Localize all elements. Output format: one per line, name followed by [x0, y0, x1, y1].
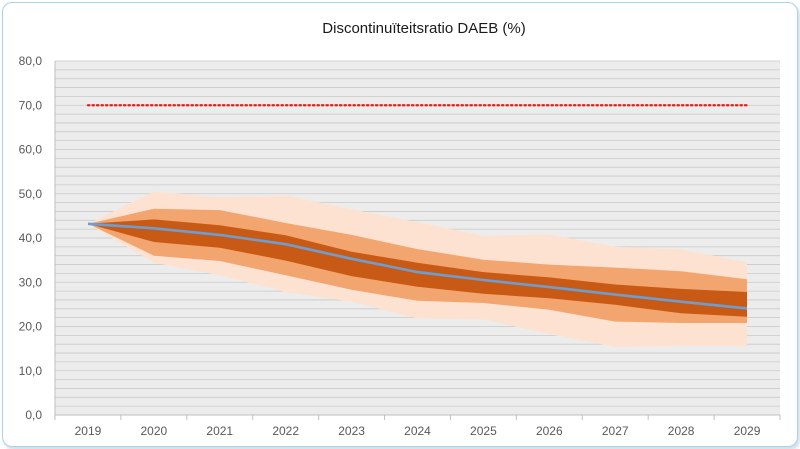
x-axis-ticks: 2019 2020 2021 2022 2023 2024 2025 2026 2027 2028… — [75, 424, 761, 438]
x-tick-label: 2029 — [734, 424, 761, 438]
x-tick-label: 2020 — [141, 424, 168, 438]
x-tick-label: 2023 — [338, 424, 365, 438]
y-axis-ticks: 0,0 10,0 20,0 30,0 40,0 50,0 60,0 70,0 80,0 — [19, 54, 43, 422]
y-tick-label: 30,0 — [19, 275, 43, 289]
y-tick-label: 10,0 — [19, 364, 43, 378]
y-tick-label: 0,0 — [25, 408, 42, 422]
axes — [54, 61, 781, 420]
y-tick-label: 20,0 — [19, 320, 43, 334]
x-tick-label: 2028 — [668, 424, 695, 438]
y-tick-label: 40,0 — [19, 231, 43, 245]
x-tick-label: 2026 — [536, 424, 563, 438]
x-tick-label: 2024 — [404, 424, 431, 438]
x-tick-label: 2019 — [75, 424, 102, 438]
x-tick-label: 2025 — [470, 424, 497, 438]
fan-band-3 — [88, 219, 747, 317]
series-line-1 — [87, 222, 748, 310]
chart-title: Discontinuïteitsratio DAEB (%) — [322, 20, 525, 37]
y-tick-label: 70,0 — [19, 98, 43, 112]
x-tick-label: 2021 — [206, 424, 233, 438]
y-tick-label: 60,0 — [19, 143, 43, 157]
y-tick-label: 50,0 — [19, 187, 43, 201]
x-tick-label: 2027 — [602, 424, 629, 438]
fan-bands — [88, 191, 747, 347]
x-tick-label: 2022 — [272, 424, 299, 438]
series-lines — [87, 222, 748, 310]
y-tick-label: 80,0 — [19, 54, 43, 68]
